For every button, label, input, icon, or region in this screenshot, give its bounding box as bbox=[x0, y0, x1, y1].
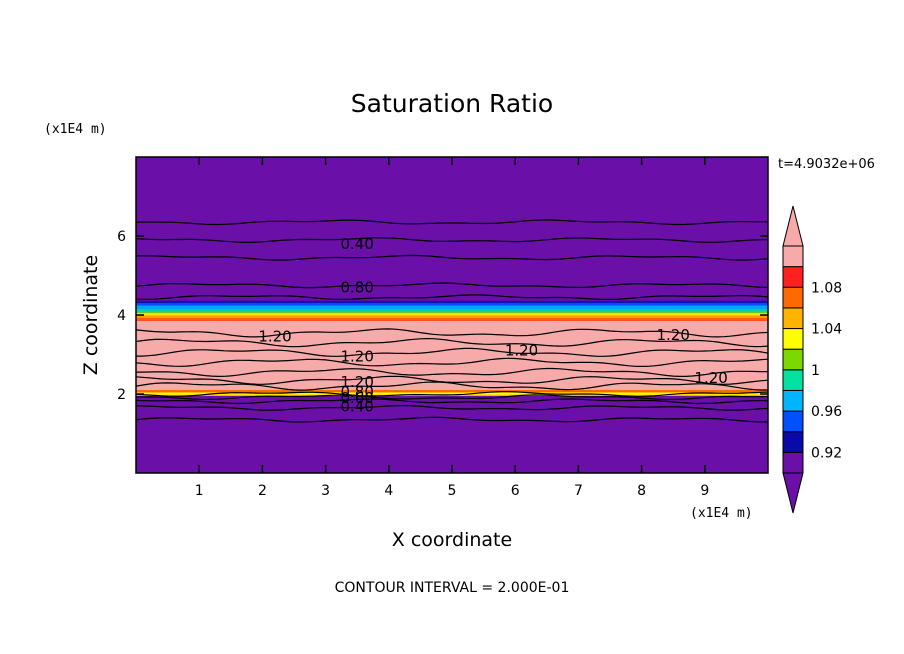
x-tick-label-1: 1 bbox=[195, 483, 204, 499]
y-tick-label-4: 4 bbox=[117, 308, 126, 324]
x-tick-label-2: 2 bbox=[258, 483, 267, 499]
contour-label-text: 0.40 bbox=[340, 398, 373, 416]
lower-shade-0 bbox=[136, 392, 768, 395]
contour-line-6 bbox=[136, 282, 768, 289]
contour-label-1: 0.80 bbox=[340, 278, 373, 296]
contour-label-2: 1.20 bbox=[258, 328, 291, 346]
transition-shade-3 bbox=[136, 308, 768, 312]
colorbar-segment-6 bbox=[782, 328, 804, 350]
colorbar-segment-1 bbox=[782, 431, 804, 453]
contour-label-6: 1.20 bbox=[694, 369, 727, 387]
contour-label-text: 0.80 bbox=[340, 383, 373, 401]
time-label: t=4.9032e+06 bbox=[778, 157, 875, 172]
colorbar-extend-min bbox=[782, 472, 804, 514]
transition-shade-2 bbox=[136, 305, 768, 309]
contour-label-text: 0.40 bbox=[340, 235, 373, 253]
x-axis-ticks: 1 2 3 4 5 6 7 8 9 bbox=[195, 157, 709, 499]
contour-line-interior-6 bbox=[136, 328, 768, 338]
colorbar-label-1: 1 bbox=[811, 363, 820, 379]
contour-label-8: 0.80 bbox=[340, 383, 373, 401]
contour-labels: 0.400.801.201.20 1.201.201.201.200.800.60… bbox=[258, 235, 727, 416]
contour-line-interior-4 bbox=[136, 347, 768, 357]
transition-shade-7 bbox=[136, 318, 768, 321]
colorbar-segment-5 bbox=[782, 348, 804, 371]
colorbar-segment-7 bbox=[782, 307, 804, 330]
x-tick-label-7: 7 bbox=[574, 483, 583, 499]
contour-line-7 bbox=[136, 254, 768, 261]
x-tick-label-8: 8 bbox=[637, 483, 646, 499]
contour-line-2 bbox=[136, 398, 768, 405]
transition-shade-6 bbox=[136, 315, 768, 319]
colorbar-label-0.96: 0.96 bbox=[811, 404, 842, 420]
y-tick-label-6: 6 bbox=[117, 229, 126, 245]
contour-label-text: 1.20 bbox=[505, 342, 538, 360]
contour-line-interior-2 bbox=[136, 367, 768, 378]
contour-label-10: 0.40 bbox=[340, 398, 373, 416]
contour-label-7: 1.20 bbox=[340, 373, 373, 391]
colorbar-extend-max bbox=[782, 205, 804, 247]
colorbar-segment-0 bbox=[782, 451, 804, 474]
x-tick-label-5: 5 bbox=[448, 483, 457, 499]
contour-label-0: 0.40 bbox=[340, 235, 373, 253]
transition-shade-0 bbox=[136, 300, 768, 304]
lower-shade-2 bbox=[136, 390, 768, 393]
contour-line-interior-0 bbox=[136, 381, 768, 391]
colorbar: 0.92 0.96 1 1.04 1.08 bbox=[782, 205, 842, 514]
contour-plot-area bbox=[136, 157, 768, 473]
x-tick-label-4: 4 bbox=[384, 483, 393, 499]
contour-line-5 bbox=[136, 294, 768, 300]
y-units-label: (x1E4 m) bbox=[44, 122, 107, 137]
y-axis-label: Z coordinate bbox=[80, 255, 102, 375]
colorbar-segment-9 bbox=[782, 266, 804, 288]
contour-line-8 bbox=[136, 237, 768, 243]
chart-title: Saturation Ratio bbox=[351, 89, 553, 118]
contour-label-5: 1.20 bbox=[656, 326, 689, 344]
transition-shade-5 bbox=[136, 313, 768, 316]
contour-label-4: 1.20 bbox=[505, 342, 538, 360]
y-tick-label-2: 2 bbox=[117, 387, 126, 403]
colorbar-segment-2 bbox=[782, 410, 804, 433]
x-axis-label: X coordinate bbox=[392, 529, 512, 551]
contour-line-9 bbox=[136, 219, 768, 226]
colorbar-label-1.04: 1.04 bbox=[811, 322, 842, 338]
x-tick-label-3: 3 bbox=[321, 483, 330, 499]
colorbar-label-1.08: 1.08 bbox=[811, 280, 842, 296]
contour-label-text: 1.20 bbox=[258, 328, 291, 346]
colorbar-segment-4 bbox=[782, 369, 804, 391]
contour-label-text: 1.20 bbox=[656, 326, 689, 344]
contour-label-text: 1.20 bbox=[340, 373, 373, 391]
contour-label-text: 0.80 bbox=[340, 278, 373, 296]
colorbar-segment-3 bbox=[782, 389, 804, 412]
contour-label-text: 1.20 bbox=[694, 369, 727, 387]
contour-line-1 bbox=[136, 405, 768, 411]
contour-line-3 bbox=[136, 394, 768, 401]
contour-label-9: 0.60 bbox=[340, 389, 373, 407]
contour-interval-note: CONTOUR INTERVAL = 2.000E-01 bbox=[335, 580, 570, 596]
transition-shade-4 bbox=[136, 311, 768, 314]
colorbar-label-0.92: 0.92 bbox=[811, 445, 842, 461]
x-units-label: (x1E4 m) bbox=[690, 506, 753, 521]
transition-shade-1 bbox=[136, 303, 768, 306]
x-tick-label-9: 9 bbox=[700, 483, 709, 499]
colorbar-segment-8 bbox=[782, 286, 804, 309]
y-axis-ticks: 2 4 6 bbox=[117, 229, 768, 403]
contour-label-text: 1.20 bbox=[340, 347, 373, 365]
contour-label-text: 0.60 bbox=[340, 389, 373, 407]
contour-label-3: 1.20 bbox=[340, 347, 373, 365]
contour-line-0 bbox=[136, 416, 768, 423]
x-tick-label-6: 6 bbox=[511, 483, 520, 499]
colorbar-segment-10 bbox=[782, 245, 804, 268]
fill-band-5 bbox=[136, 157, 768, 302]
contour-line-interior-3 bbox=[136, 357, 768, 368]
contour-line-interior-5 bbox=[136, 337, 768, 348]
contour-line-4 bbox=[136, 391, 768, 397]
contour-line-interior-1 bbox=[136, 375, 768, 385]
